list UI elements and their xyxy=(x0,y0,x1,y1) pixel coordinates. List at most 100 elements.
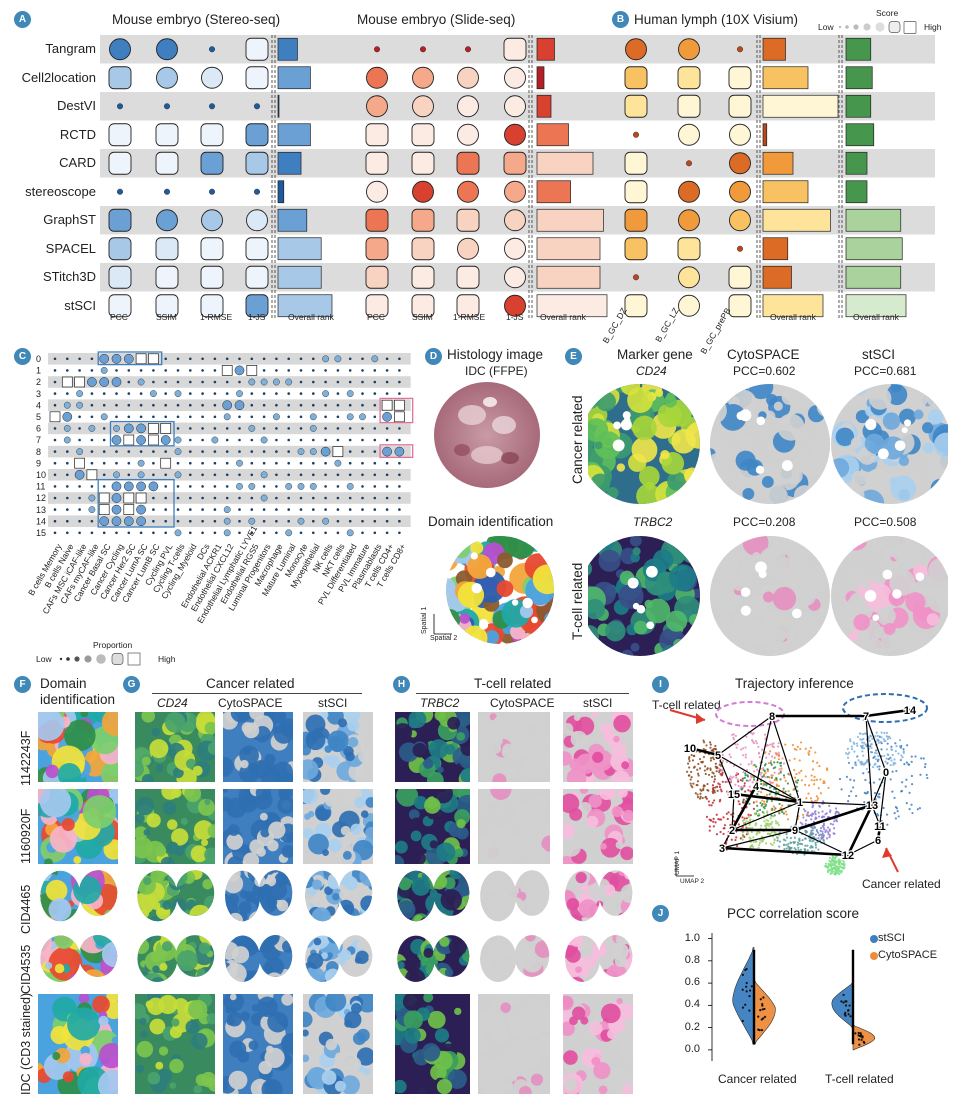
map-spot xyxy=(411,877,431,896)
cell-point xyxy=(816,761,819,764)
score-dot xyxy=(208,103,215,110)
violin-point xyxy=(748,995,751,998)
proportion-circle xyxy=(223,529,231,537)
cell-point xyxy=(729,755,732,759)
cell-point xyxy=(741,836,745,839)
proportion-dot xyxy=(176,380,180,384)
proportion-dot xyxy=(373,473,377,477)
score-square xyxy=(245,37,269,61)
proportion-dot xyxy=(324,415,327,419)
proportion-dot xyxy=(66,461,69,465)
proportion-dot xyxy=(115,450,118,453)
cell-point xyxy=(771,826,774,829)
cell-point xyxy=(840,862,843,866)
cell-point xyxy=(798,771,801,774)
map-hole xyxy=(740,587,751,597)
cell-point xyxy=(817,815,821,818)
proportion-circle xyxy=(88,506,96,514)
score-square xyxy=(411,237,435,261)
proportion-dot xyxy=(189,403,192,407)
map-spot xyxy=(266,1045,274,1054)
map-spot xyxy=(193,820,214,840)
cell-point xyxy=(818,764,821,768)
map-spot xyxy=(354,956,362,964)
proportion-dot xyxy=(201,415,204,419)
proportion-dot xyxy=(312,519,315,523)
map-spot xyxy=(45,764,59,779)
cell-point xyxy=(835,872,838,875)
proportion-dot xyxy=(238,427,241,430)
map-spot xyxy=(831,458,850,478)
proportion-dot xyxy=(275,496,278,500)
map-spot xyxy=(403,1010,423,1030)
cluster-label: 15 xyxy=(36,528,46,538)
cell-point xyxy=(784,743,787,746)
cell-point xyxy=(762,812,766,815)
proportion-dot xyxy=(312,473,315,477)
proportion-dot xyxy=(299,369,303,372)
map-spot xyxy=(137,935,144,948)
spatial-map xyxy=(831,384,948,504)
map-spot xyxy=(580,1016,589,1025)
map-spot xyxy=(345,752,355,762)
map-hole xyxy=(636,604,646,614)
map-spot xyxy=(480,935,486,944)
map-spot xyxy=(835,427,855,447)
proportion-dot xyxy=(189,485,192,488)
cell-point xyxy=(848,738,852,741)
proportion-dot xyxy=(312,369,315,372)
cell-point xyxy=(770,831,773,834)
map-spot xyxy=(669,564,697,592)
cell-point xyxy=(803,853,806,856)
proportion-dot xyxy=(398,496,401,500)
proportion-dot xyxy=(213,485,217,488)
cell-point xyxy=(765,800,769,803)
map-spot xyxy=(61,818,75,832)
proportion-dot xyxy=(213,403,217,407)
score-circle xyxy=(412,66,434,89)
histology-subtitle: IDC (FFPE) xyxy=(465,364,528,378)
cell-point xyxy=(728,753,731,756)
proportion-dot xyxy=(361,392,364,395)
proportion-dot xyxy=(115,461,118,465)
cell-point xyxy=(765,826,768,829)
proportion-dot xyxy=(299,508,303,511)
cell-point xyxy=(898,745,902,748)
domain-hole xyxy=(485,567,496,578)
cell-point xyxy=(762,767,765,770)
cell-point xyxy=(744,790,747,793)
cell-point xyxy=(808,784,811,787)
cell-point xyxy=(769,842,772,845)
map-spot xyxy=(480,962,490,972)
map-spot xyxy=(170,789,182,798)
proportion-dot xyxy=(398,531,401,535)
cell-point xyxy=(831,823,835,826)
metric-label: 1-JS xyxy=(506,312,524,322)
cell-point xyxy=(862,741,866,744)
cell-point xyxy=(796,841,800,844)
cell-point xyxy=(687,757,691,760)
proportion-dot xyxy=(238,357,241,361)
cell-point xyxy=(862,763,865,766)
map-spot xyxy=(595,870,607,877)
proportion-dot xyxy=(90,357,94,361)
proportion-dot xyxy=(262,369,266,372)
cell-point xyxy=(898,739,902,742)
map-spot xyxy=(155,764,164,773)
proportion-dot xyxy=(176,485,180,488)
map-spot xyxy=(795,553,805,564)
spatial-maps-fgh xyxy=(38,712,633,1094)
cell-point xyxy=(849,740,852,743)
cell-point xyxy=(900,789,904,793)
cell-point xyxy=(854,761,857,764)
cell-point xyxy=(890,759,893,762)
cell-point xyxy=(757,809,760,812)
cell-point xyxy=(875,758,878,761)
map-spot xyxy=(864,583,893,612)
map-spot xyxy=(320,712,329,719)
trajectory-edge xyxy=(717,715,773,756)
proportion-circle xyxy=(123,353,134,364)
map-spot xyxy=(765,643,779,656)
spatial-map xyxy=(38,994,118,1094)
cell-point xyxy=(775,776,778,780)
